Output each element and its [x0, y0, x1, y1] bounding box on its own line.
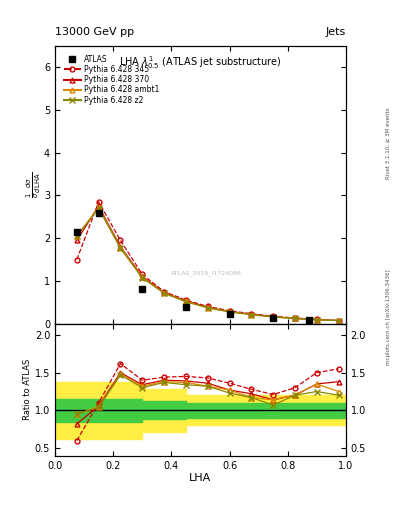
Line: Pythia 6.428 ambt1: Pythia 6.428 ambt1	[74, 205, 341, 323]
Pythia 6.428 z2	[75, 233, 79, 239]
Pythia 6.428 370	[206, 304, 210, 310]
Pythia 6.428 ambt1	[96, 204, 101, 210]
Text: LHA $\lambda^{1}_{0.5}$ (ATLAS jet substructure): LHA $\lambda^{1}_{0.5}$ (ATLAS jet subst…	[119, 54, 282, 71]
Pythia 6.428 345	[140, 271, 145, 278]
ATLAS	[184, 304, 188, 310]
Pythia 6.428 ambt1	[184, 298, 188, 305]
Pythia 6.428 370	[292, 315, 297, 322]
Pythia 6.428 ambt1	[227, 309, 232, 315]
Pythia 6.428 ambt1	[118, 245, 123, 251]
Text: Rivet 3.1.10, ≥ 3M events: Rivet 3.1.10, ≥ 3M events	[386, 108, 391, 179]
Pythia 6.428 370	[75, 237, 79, 243]
Text: Jets: Jets	[325, 27, 346, 37]
Pythia 6.428 z2	[118, 245, 123, 251]
Pythia 6.428 ambt1	[336, 317, 341, 324]
Pythia 6.428 ambt1	[140, 274, 145, 281]
Line: ATLAS: ATLAS	[74, 209, 312, 323]
Pythia 6.428 370	[271, 314, 275, 320]
ATLAS	[75, 229, 79, 235]
Pythia 6.428 ambt1	[314, 316, 319, 323]
Pythia 6.428 345	[336, 317, 341, 324]
ATLAS	[227, 311, 232, 317]
Pythia 6.428 345	[227, 308, 232, 314]
Pythia 6.428 ambt1	[75, 233, 79, 239]
Pythia 6.428 370	[96, 203, 101, 209]
Pythia 6.428 z2	[227, 309, 232, 315]
Pythia 6.428 345	[118, 237, 123, 243]
Pythia 6.428 z2	[271, 314, 275, 320]
Pythia 6.428 ambt1	[292, 315, 297, 322]
Pythia 6.428 345	[75, 257, 79, 263]
Pythia 6.428 370	[227, 309, 232, 315]
Pythia 6.428 z2	[140, 275, 145, 281]
Pythia 6.428 370	[162, 289, 167, 295]
Pythia 6.428 370	[336, 317, 341, 324]
Text: 13000 GeV pp: 13000 GeV pp	[55, 27, 134, 37]
Line: Pythia 6.428 370: Pythia 6.428 370	[74, 204, 341, 323]
Y-axis label: $\frac{1}{\sigma}\frac{d\sigma}{d\,\mathrm{LHA}}$: $\frac{1}{\sigma}\frac{d\sigma}{d\,\math…	[24, 172, 42, 198]
Pythia 6.428 345	[292, 315, 297, 321]
Text: mcplots.cern.ch [arXiv:1306.3436]: mcplots.cern.ch [arXiv:1306.3436]	[386, 270, 391, 365]
Pythia 6.428 370	[118, 244, 123, 250]
Pythia 6.428 370	[314, 316, 319, 323]
Pythia 6.428 370	[140, 273, 145, 280]
Pythia 6.428 ambt1	[249, 311, 254, 317]
Text: ATLAS_2019_I1724098: ATLAS_2019_I1724098	[171, 271, 242, 276]
Line: Pythia 6.428 345: Pythia 6.428 345	[74, 200, 341, 323]
Pythia 6.428 345	[162, 288, 167, 294]
Pythia 6.428 345	[206, 304, 210, 310]
ATLAS	[307, 317, 312, 323]
Pythia 6.428 345	[249, 311, 254, 317]
Pythia 6.428 z2	[336, 317, 341, 324]
ATLAS	[140, 286, 145, 292]
Line: Pythia 6.428 z2: Pythia 6.428 z2	[74, 205, 342, 324]
ATLAS	[271, 314, 275, 321]
Pythia 6.428 ambt1	[162, 290, 167, 296]
Pythia 6.428 z2	[206, 305, 210, 311]
Pythia 6.428 345	[96, 199, 101, 205]
Pythia 6.428 ambt1	[206, 305, 210, 311]
Pythia 6.428 z2	[292, 315, 297, 322]
Pythia 6.428 345	[314, 316, 319, 323]
X-axis label: LHA: LHA	[189, 473, 211, 483]
Pythia 6.428 370	[184, 298, 188, 304]
Pythia 6.428 z2	[96, 205, 101, 211]
Pythia 6.428 z2	[249, 311, 254, 317]
Pythia 6.428 345	[271, 313, 275, 319]
Pythia 6.428 345	[184, 297, 188, 303]
Pythia 6.428 z2	[184, 298, 188, 305]
Legend: ATLAS, Pythia 6.428 345, Pythia 6.428 370, Pythia 6.428 ambt1, Pythia 6.428 z2: ATLAS, Pythia 6.428 345, Pythia 6.428 37…	[62, 53, 162, 107]
Pythia 6.428 z2	[162, 290, 167, 296]
Y-axis label: Ratio to ATLAS: Ratio to ATLAS	[23, 359, 32, 420]
Pythia 6.428 ambt1	[271, 314, 275, 320]
Pythia 6.428 z2	[314, 316, 319, 323]
ATLAS	[96, 209, 101, 216]
Pythia 6.428 370	[249, 311, 254, 317]
